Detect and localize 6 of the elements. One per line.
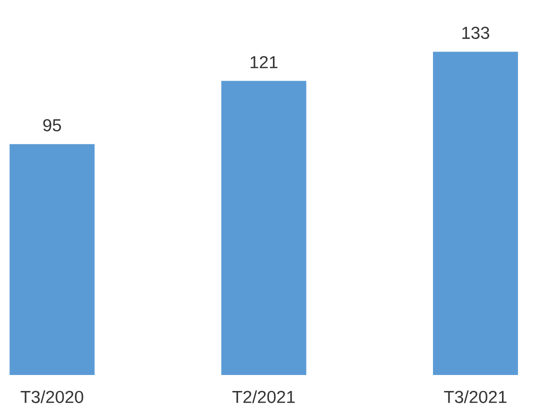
data-label: 95 — [43, 119, 61, 132]
x-tick-label: T2/2021 — [232, 390, 295, 404]
x-tick-label: T3/2020 — [20, 390, 84, 404]
data-label: 133 — [462, 26, 490, 39]
data-label: 121 — [250, 56, 278, 68]
x-tick-label: T3/2021 — [444, 390, 506, 404]
